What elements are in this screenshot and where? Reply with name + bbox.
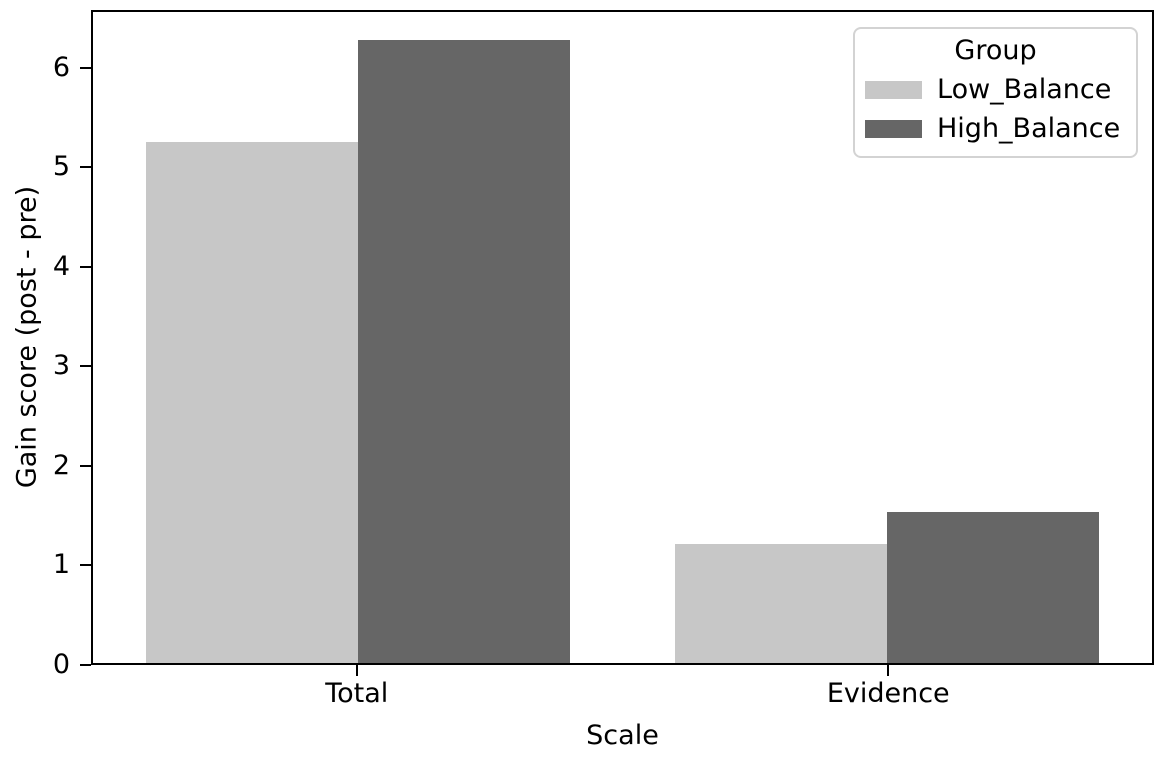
legend-entry-low-balance: Low_Balance [865, 74, 1136, 105]
y-tick-mark-5 [80, 166, 91, 169]
legend-swatch-low-balance [865, 80, 922, 99]
y-tick-label-6: 6 [52, 51, 70, 83]
y-tick-label-1: 1 [52, 549, 70, 581]
y-tick-label-4: 4 [52, 250, 70, 282]
legend-label-low-balance: Low_Balance [937, 74, 1112, 105]
legend: Group Low_Balance High_Balance [853, 27, 1138, 158]
x-tick-mark-evidence [887, 665, 890, 676]
bar-low_balance-evidence [675, 543, 888, 663]
legend-swatch-high-balance [865, 119, 922, 138]
y-tick-label-0: 0 [52, 649, 70, 680]
x-tick-mark-total [355, 665, 358, 676]
y-tick-mark-0 [80, 664, 91, 666]
bar-low_balance-total [145, 142, 358, 663]
legend-title: Group [954, 35, 1037, 66]
x-axis-label: Scale [586, 720, 659, 751]
x-tick-label-total: Total [325, 678, 389, 709]
y-tick-mark-1 [80, 564, 91, 567]
bar-high_balance-total [357, 39, 570, 663]
y-tick-label-2: 2 [52, 449, 70, 481]
y-tick-mark-6 [80, 66, 91, 69]
y-tick-mark-2 [80, 464, 91, 467]
y-axis-label: Gain score (post - pre) [11, 185, 43, 489]
y-tick-mark-3 [80, 365, 91, 368]
legend-entry-high-balance: High_Balance [865, 113, 1136, 144]
y-tick-mark-4 [80, 265, 91, 268]
y-tick-label-5: 5 [52, 151, 70, 183]
bar-high_balance-evidence [887, 511, 1100, 663]
x-tick-label-evidence: Evidence [826, 678, 950, 709]
y-tick-label-3: 3 [52, 350, 70, 382]
legend-label-high-balance: High_Balance [937, 113, 1121, 144]
